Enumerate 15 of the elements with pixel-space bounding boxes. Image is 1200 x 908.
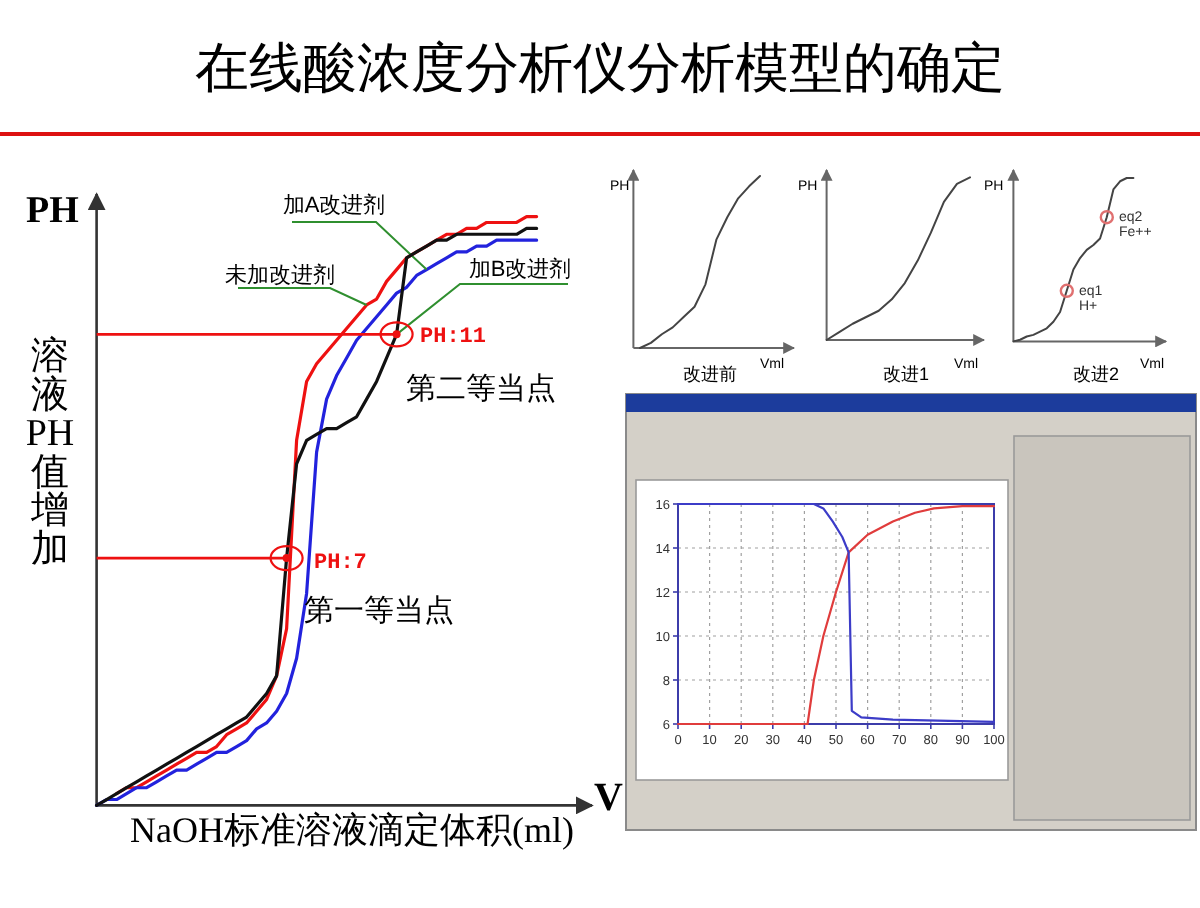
series-label: 未加改进剂 (225, 262, 335, 288)
annotation: PH:11 (420, 326, 487, 350)
text: 改进1 (882, 364, 930, 384)
x-axis-title: NaOH标准溶液滴定体积(ml) (130, 810, 574, 850)
chart-title: 在线酸浓度分析仪分析模型的确定 (195, 38, 1005, 98)
text: PH (26, 190, 80, 232)
text: 改进前 (683, 364, 737, 384)
annotation: 第二等当点 (406, 372, 556, 406)
annotation: PH:7 (314, 552, 367, 576)
series-label: 加B改进剂 (468, 256, 572, 282)
y-axis-title: 溶液PH值增加 (25, 334, 75, 571)
annotation: 第一等当点 (304, 594, 454, 628)
text: 改进2 (1072, 364, 1120, 384)
text: 加A改进剂 (282, 192, 386, 218)
text: V (594, 776, 624, 820)
